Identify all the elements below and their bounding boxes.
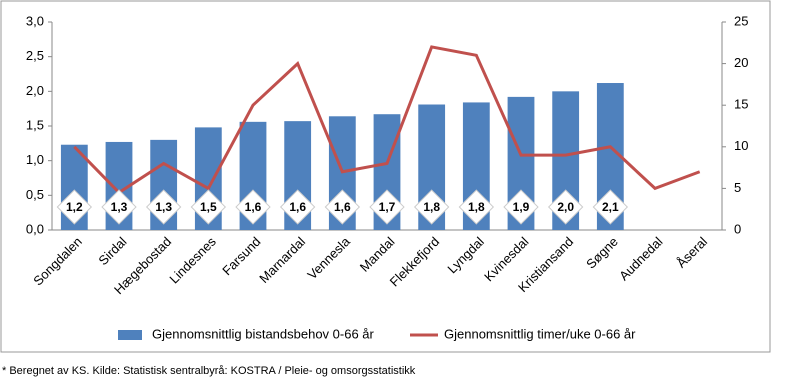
y-tick-label: 3,0 xyxy=(26,13,44,28)
value-label: 1,3 xyxy=(111,200,128,214)
value-label: 1,3 xyxy=(155,200,172,214)
x-tick-label: Vennesla xyxy=(304,233,353,282)
x-tick-label: Mandal xyxy=(357,234,398,275)
value-label: 2,1 xyxy=(602,200,619,214)
x-tick-label: Lyngdal xyxy=(444,234,487,277)
y-tick-label: 1,0 xyxy=(26,152,44,167)
y2-tick-label: 15 xyxy=(734,97,748,112)
value-label: 1,2 xyxy=(66,200,83,214)
y2-tick-label: 25 xyxy=(734,13,748,28)
y2-tick-label: 0 xyxy=(734,221,741,236)
x-tick-label: Sirdal xyxy=(95,234,129,268)
y-tick-label: 1,5 xyxy=(26,117,44,132)
value-label-bg xyxy=(324,189,361,225)
chart-border xyxy=(0,0,771,353)
y-tick-label: 2,5 xyxy=(26,48,44,63)
x-tick-label: Marnardal xyxy=(256,234,308,286)
y2-tick-label: 10 xyxy=(734,138,748,153)
value-label-bg xyxy=(56,189,93,225)
value-label-bg xyxy=(592,189,629,225)
x-tick-label: Søgne xyxy=(583,234,621,272)
value-label: 1,8 xyxy=(423,200,440,214)
footnote: * Beregnet av KS. Kilde: Statistisk sent… xyxy=(2,365,416,377)
value-label-bg xyxy=(503,189,539,225)
value-label-bg xyxy=(413,189,450,225)
y2-tick-label: 5 xyxy=(734,180,741,195)
value-label-bg xyxy=(547,189,584,225)
value-label-bg xyxy=(235,189,271,225)
line xyxy=(73,45,701,195)
value-label: 1,6 xyxy=(334,200,351,214)
value-label: 1,9 xyxy=(513,200,530,214)
y-tick-label: 2,0 xyxy=(26,83,44,98)
x-tick-label: Farsund xyxy=(219,234,263,278)
legend-label: Gjennomsnittlig bistandsbehov 0-66 år xyxy=(152,326,375,341)
y2-tick-label: 20 xyxy=(734,55,748,70)
value-label: 1,8 xyxy=(468,200,485,214)
x-tick-label: Audnedal xyxy=(616,234,666,284)
value-label-bg xyxy=(369,189,405,225)
x-tick-label: Songdalen xyxy=(30,234,85,289)
legend-swatch xyxy=(118,330,142,340)
value-label: 1,6 xyxy=(245,200,262,214)
value-label-bg xyxy=(190,189,227,225)
value-label: 1,7 xyxy=(379,200,396,214)
value-label: 2,0 xyxy=(557,200,574,214)
value-label: 1,5 xyxy=(200,200,217,214)
y-tick-label: 0,5 xyxy=(26,187,44,202)
value-label-bg xyxy=(458,189,495,225)
value-label-bg xyxy=(279,189,316,225)
x-tick-label: Åseral xyxy=(674,234,711,271)
value-label: 1,6 xyxy=(289,200,306,214)
y-tick-label: 0,0 xyxy=(26,221,44,236)
value-label-bg xyxy=(145,189,182,225)
x-tick-label: Lindesnes xyxy=(166,234,219,287)
value-label-bg xyxy=(101,189,137,225)
legend-label: Gjennomsnittlig timer/uke 0-66 år xyxy=(444,326,636,341)
